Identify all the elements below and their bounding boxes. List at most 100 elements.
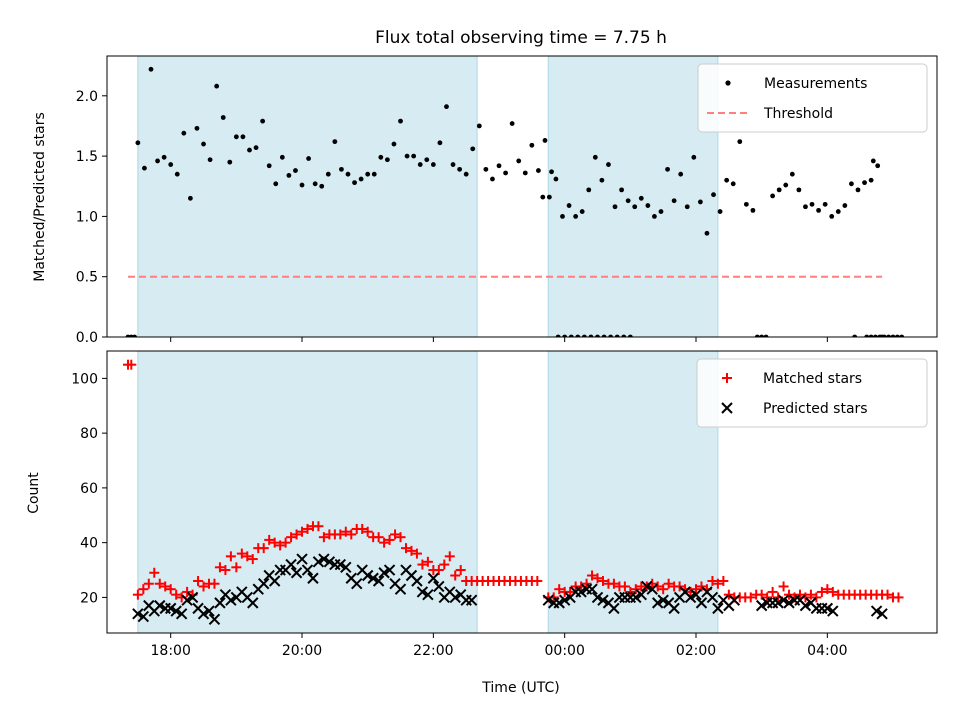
predicted-marker (870, 605, 883, 617)
predicted-marker (301, 564, 314, 576)
predicted-marker (225, 594, 237, 606)
measurement-point (852, 334, 858, 337)
measurement-point (181, 130, 187, 136)
matched-marker (379, 537, 390, 548)
measurement-point (240, 134, 246, 140)
measurement-point (483, 166, 489, 172)
y-tick-label: 80 (80, 426, 98, 442)
predicted-marker (268, 575, 281, 587)
measurement-point (437, 140, 443, 146)
predicted-marker (651, 597, 664, 609)
matched-marker (362, 526, 373, 537)
measurement-point (652, 213, 657, 219)
predicted-marker (684, 591, 697, 604)
measurement-point (424, 157, 430, 163)
measurement-point (553, 176, 559, 182)
predicted-marker (285, 558, 297, 571)
x-tick-label: 00:00 (545, 643, 585, 659)
measurement-point (575, 334, 581, 337)
measurement-point (645, 203, 651, 208)
predicted-marker (132, 608, 144, 620)
matched-marker (154, 578, 165, 589)
y-tick-label: 100 (71, 371, 98, 387)
measurement-point (658, 209, 664, 214)
measurement-point (490, 176, 495, 182)
predicted-marker (553, 597, 565, 609)
predicted-marker (214, 597, 226, 609)
matched-marker (209, 578, 220, 589)
measurement-point (879, 334, 885, 337)
measurement-point (614, 334, 620, 337)
measurement-point (730, 181, 736, 187)
matched-marker (762, 592, 773, 603)
measurement-point (450, 162, 456, 167)
matched-marker (373, 532, 384, 543)
measurement-point (529, 142, 535, 148)
measurement-point (704, 230, 710, 236)
measurement-point (621, 334, 627, 337)
predicted-marker (203, 605, 215, 617)
matched-marker (778, 581, 789, 592)
matched-marker (444, 551, 455, 562)
predicted-marker (186, 591, 199, 604)
predicted-marker (340, 561, 352, 573)
measurement-point (546, 194, 552, 200)
top-y-axis-label: Matched/Predicted stars (32, 112, 48, 282)
matched-marker (784, 589, 795, 600)
measurement-point (398, 118, 403, 124)
predicted-marker (164, 602, 177, 615)
measurement-point (247, 147, 252, 153)
matched-marker (280, 537, 291, 548)
predicted-marker (876, 608, 888, 620)
matched-marker (143, 578, 154, 589)
measurement-point (864, 334, 870, 337)
predicted-marker (334, 558, 347, 571)
matched-marker (439, 559, 450, 570)
matched-marker (258, 543, 269, 554)
matched-marker (242, 551, 253, 562)
measurement-point (332, 139, 338, 145)
matched-marker (745, 592, 756, 603)
matched-marker (417, 559, 428, 570)
measurement-point (873, 334, 878, 337)
measurement-point (279, 154, 285, 160)
predicted-marker (290, 567, 303, 579)
predicted-marker (542, 594, 554, 606)
matched-marker (297, 526, 308, 537)
axes-frame (106, 350, 938, 634)
matched-marker (247, 554, 258, 565)
predicted-marker (197, 608, 210, 620)
measurement-point (470, 146, 476, 152)
predicted-marker (816, 602, 828, 615)
measurement-point (371, 171, 377, 177)
measurement-point (890, 334, 896, 337)
measurement-point (849, 181, 854, 187)
x-tick-label: 04:00 (807, 643, 847, 659)
legend-swatch (721, 402, 733, 414)
measurement-point (161, 154, 167, 160)
y-tick-label: 40 (80, 536, 98, 552)
predicted-marker (712, 602, 724, 615)
measurement-point (868, 334, 874, 337)
plot-area (123, 351, 904, 633)
predicted-marker (318, 553, 330, 565)
measurement-point (266, 163, 272, 169)
observing-window (547, 56, 719, 337)
measurement-point (750, 207, 756, 213)
predicted-marker (827, 605, 839, 617)
measurement-point (855, 187, 861, 193)
matched-marker (450, 570, 461, 581)
matched-marker (712, 578, 723, 589)
measurement-point (549, 169, 554, 175)
predicted-marker (575, 586, 587, 598)
measurement-point (592, 154, 598, 160)
matched-marker (302, 523, 313, 534)
matched-marker (696, 581, 707, 592)
measurement-point (737, 139, 743, 145)
predicted-marker (821, 602, 834, 615)
measurement-point (743, 201, 749, 207)
predicted-marker (433, 580, 445, 593)
predicted-marker (695, 597, 708, 609)
predicted-marker (635, 588, 647, 601)
legend-swatch (725, 80, 731, 86)
